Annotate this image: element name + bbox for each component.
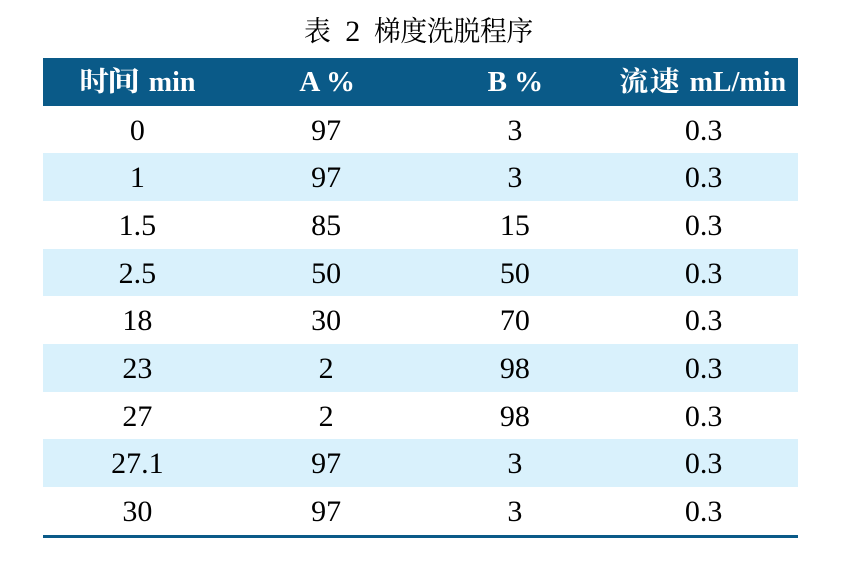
svg-text:A %: A % — [299, 66, 355, 98]
svg-text:min: min — [149, 67, 196, 98]
svg-text:2: 2 — [345, 15, 360, 48]
svg-text:mL/min: mL/min — [690, 67, 787, 98]
svg-text:B %: B % — [488, 66, 544, 98]
